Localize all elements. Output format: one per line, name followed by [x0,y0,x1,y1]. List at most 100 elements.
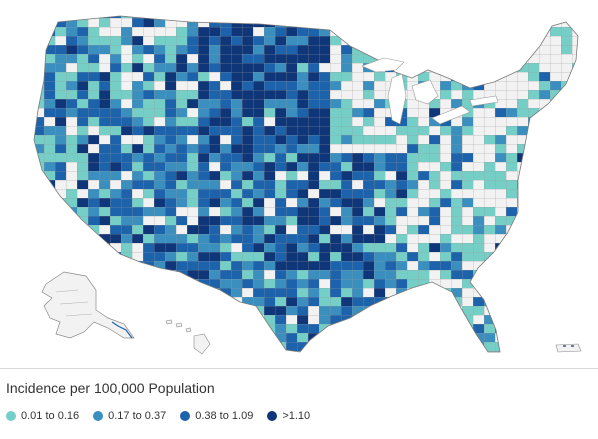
county-cell [528,279,539,288]
county-cell [0,342,11,351]
county-cell [374,18,385,27]
county-cell [561,189,572,198]
county-cell [561,144,572,153]
county-cell [550,144,561,153]
county-cell [34,180,44,189]
county-cell [99,252,110,261]
county-cell [264,351,275,352]
county-cell [231,306,242,315]
county-cell [550,171,561,180]
county-cell [473,351,484,352]
county-cell [583,252,594,261]
county-cell [484,288,495,297]
county-cell [506,297,517,306]
county-cell [572,324,578,333]
county-cell [34,261,44,270]
county-cell [132,360,143,368]
county-cell [440,16,451,18]
county-cell [363,342,374,351]
county-cell [528,27,539,36]
county-cell [275,351,286,352]
county-cell [495,16,506,18]
county-cell [561,162,572,171]
county-cell [561,270,572,279]
county-cell [396,0,407,9]
county-cell [341,0,352,9]
county-cell [34,279,44,288]
county-cell [363,360,374,368]
county-cell [583,63,594,72]
county-cell [418,324,429,333]
county-cell [396,27,407,36]
county-cell [528,16,539,18]
county-cell [88,351,99,352]
county-cell [319,360,330,368]
county-cell [462,16,473,18]
county-cell [11,54,22,63]
county-cell [583,135,594,144]
county-cell [385,45,396,54]
county-cell [550,198,561,207]
county-cell [539,117,550,126]
legend-item: >1.10 [267,410,310,422]
county-cell [55,351,66,352]
county-cell [506,360,517,368]
county-cell [418,18,429,27]
county-cell [264,342,275,351]
county-cell [583,144,594,153]
county-cell [561,288,572,297]
county-cell [220,16,231,18]
county-cell [572,279,578,288]
county-cell [99,270,110,279]
county-cell [451,0,462,9]
county-cell [517,306,528,315]
county-cell [506,333,517,342]
county-cell [572,0,583,9]
county-cell [143,333,154,342]
county-cell [495,279,506,288]
county-cell [176,306,187,315]
county-cell [561,16,572,18]
county-cell [44,270,55,279]
county-cell [22,135,33,144]
county-cell [429,288,440,297]
county-cell [0,234,11,243]
county-cell [22,234,33,243]
county-cell [528,207,539,216]
county-cell [517,288,528,297]
county-cell [55,261,66,270]
county-cell [506,243,517,252]
county-cell [539,189,550,198]
county-cell [583,360,594,368]
county-cell [55,243,66,252]
county-cell [396,36,407,45]
county-cell [0,351,11,360]
county-cell [132,16,143,18]
county-cell [429,16,440,18]
county-cell [352,18,363,27]
county-cell [539,16,550,18]
county-cell [99,243,110,252]
county-cell [385,324,396,333]
county-cell [34,45,44,54]
county-cell [506,324,517,333]
county-cell [0,81,11,90]
county-cell [44,324,55,333]
county-cell [11,189,22,198]
county-cell [154,342,165,351]
county-cell [572,126,578,135]
county-cell [561,108,572,117]
county-cell [451,63,462,72]
county-cell [66,351,77,352]
county-cell [11,333,22,342]
county-cell [583,306,594,315]
county-cell [352,36,363,45]
county-cell [517,252,528,261]
legend-label: >1.10 [282,410,311,422]
county-cell [88,333,99,342]
county-cell [22,144,33,153]
county-cell [572,207,578,216]
county-cell [594,270,598,279]
county-cell [407,45,418,54]
county-cell [330,333,341,342]
